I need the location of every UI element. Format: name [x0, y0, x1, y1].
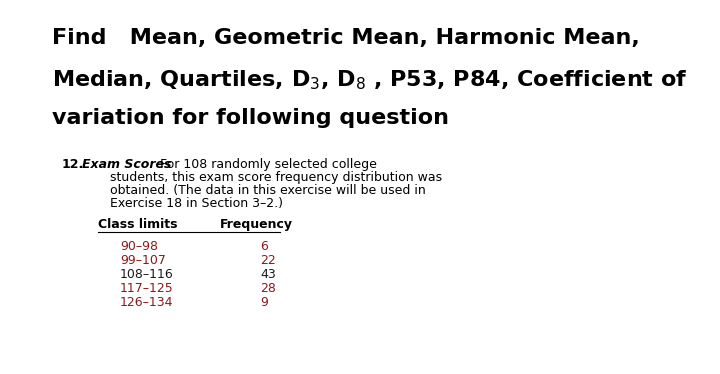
- Text: Exam Scores: Exam Scores: [82, 158, 171, 171]
- Text: 90–98: 90–98: [120, 240, 158, 253]
- Text: 117–125: 117–125: [120, 282, 174, 295]
- Text: Find   Mean, Geometric Mean, Harmonic Mean,: Find Mean, Geometric Mean, Harmonic Mean…: [52, 28, 640, 48]
- Text: variation for following question: variation for following question: [52, 108, 449, 128]
- Text: 12.: 12.: [62, 158, 84, 171]
- Text: students, this exam score frequency distribution was: students, this exam score frequency dist…: [110, 171, 442, 184]
- Text: For 108 randomly selected college: For 108 randomly selected college: [160, 158, 377, 171]
- Text: 126–134: 126–134: [120, 296, 174, 309]
- Text: 108–116: 108–116: [120, 268, 174, 281]
- Text: 43: 43: [260, 268, 276, 281]
- Text: 99–107: 99–107: [120, 254, 166, 267]
- Text: obtained. (The data in this exercise will be used in: obtained. (The data in this exercise wil…: [110, 184, 426, 197]
- Text: 22: 22: [260, 254, 276, 267]
- Text: Exercise 18 in Section 3–2.): Exercise 18 in Section 3–2.): [110, 197, 283, 210]
- Text: 9: 9: [260, 296, 268, 309]
- Text: Median, Quartiles, D$_3$, D$_8$ , P53, P84, Coefficient of: Median, Quartiles, D$_3$, D$_8$ , P53, P…: [52, 68, 688, 92]
- Text: Frequency: Frequency: [220, 218, 293, 231]
- Text: 6: 6: [260, 240, 268, 253]
- Text: 28: 28: [260, 282, 276, 295]
- Text: Class limits: Class limits: [98, 218, 178, 231]
